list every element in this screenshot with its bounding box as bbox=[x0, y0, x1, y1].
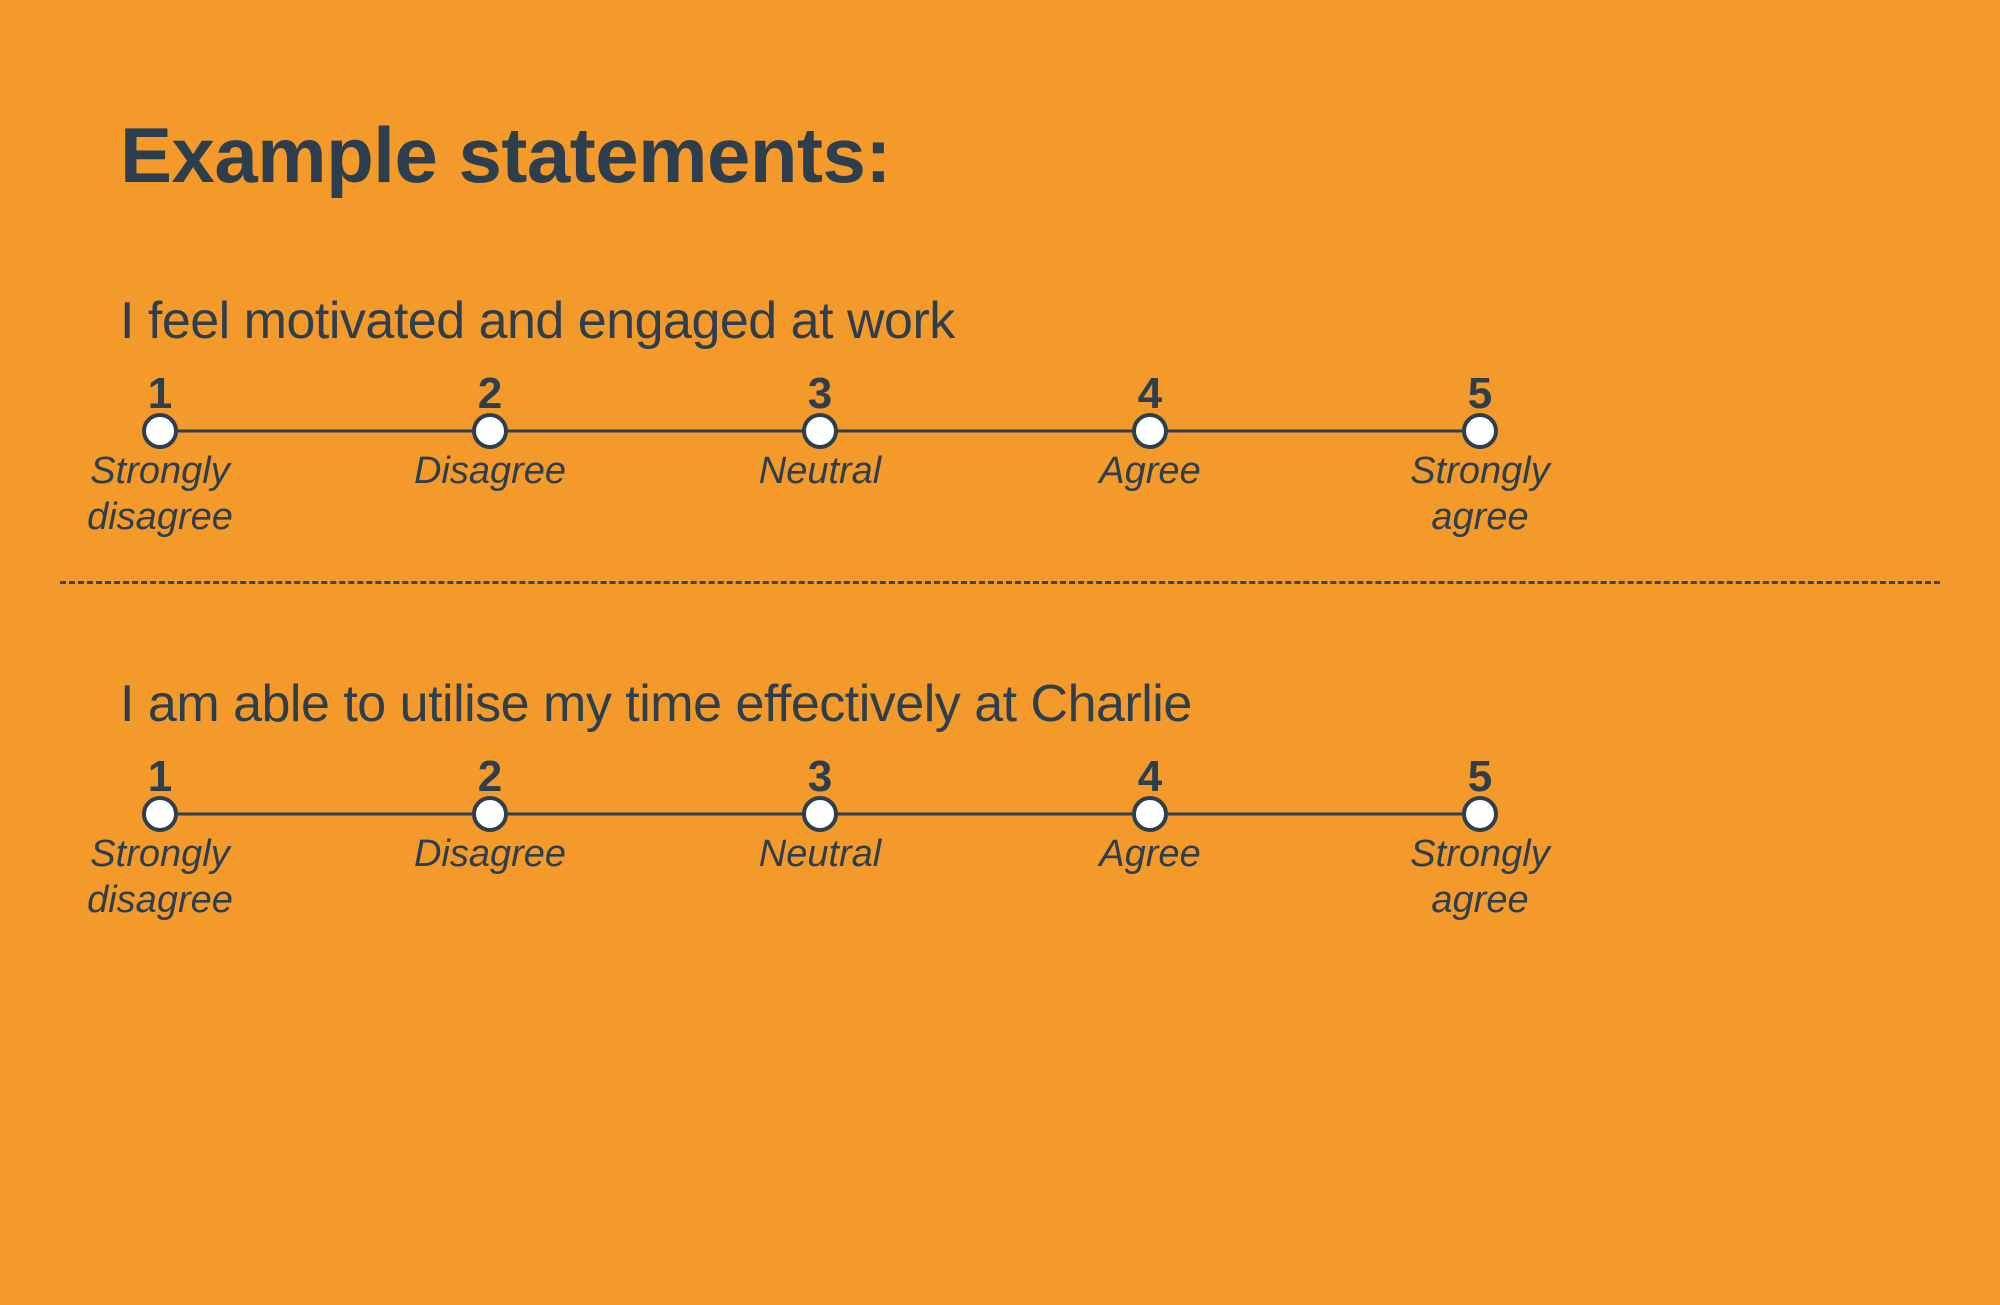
statements-container: I feel motivated and engaged at work1Str… bbox=[120, 291, 1880, 834]
likert-label: Strongly agree bbox=[1390, 449, 1570, 540]
likert-label: Agree bbox=[1099, 449, 1200, 495]
likert-number: 3 bbox=[808, 752, 832, 802]
likert-number: 2 bbox=[478, 369, 502, 419]
likert-label: Neutral bbox=[759, 832, 882, 878]
likert-number: 5 bbox=[1468, 752, 1492, 802]
likert-points: 1Strongly disagree2Disagree3Neutral4Agre… bbox=[160, 794, 1480, 834]
statement-text: I am able to utilise my time effectively… bbox=[120, 674, 1880, 734]
statement: I am able to utilise my time effectively… bbox=[120, 674, 1880, 834]
likert-number: 1 bbox=[148, 369, 172, 419]
likert-number: 4 bbox=[1138, 752, 1162, 802]
likert-scale: 1Strongly disagree2Disagree3Neutral4Agre… bbox=[160, 411, 1480, 451]
likert-number: 4 bbox=[1138, 369, 1162, 419]
likert-label: Disagree bbox=[414, 832, 566, 878]
statement-text: I feel motivated and engaged at work bbox=[120, 291, 1880, 351]
likert-points: 1Strongly disagree2Disagree3Neutral4Agre… bbox=[160, 411, 1480, 451]
likert-number: 3 bbox=[808, 369, 832, 419]
statement: I feel motivated and engaged at work 1Str… bbox=[120, 291, 1880, 451]
likert-label: Strongly disagree bbox=[70, 832, 250, 923]
likert-label: Disagree bbox=[414, 449, 566, 495]
likert-label: Agree bbox=[1099, 832, 1200, 878]
likert-track: 1Strongly disagree2Disagree3Neutral4Agre… bbox=[160, 411, 1480, 451]
likert-label: Strongly disagree bbox=[70, 449, 250, 540]
likert-track: 1Strongly disagree2Disagree3Neutral4Agre… bbox=[160, 794, 1480, 834]
likert-scale: 1Strongly disagree2Disagree3Neutral4Agre… bbox=[160, 794, 1480, 834]
likert-example-card: Example statements: I feel motivated and… bbox=[0, 0, 2000, 1305]
likert-label: Strongly agree bbox=[1390, 832, 1570, 923]
likert-label: Neutral bbox=[759, 449, 882, 495]
likert-number: 2 bbox=[478, 752, 502, 802]
heading: Example statements: bbox=[120, 110, 1880, 201]
likert-number: 5 bbox=[1468, 369, 1492, 419]
likert-number: 1 bbox=[148, 752, 172, 802]
divider bbox=[60, 581, 1940, 584]
